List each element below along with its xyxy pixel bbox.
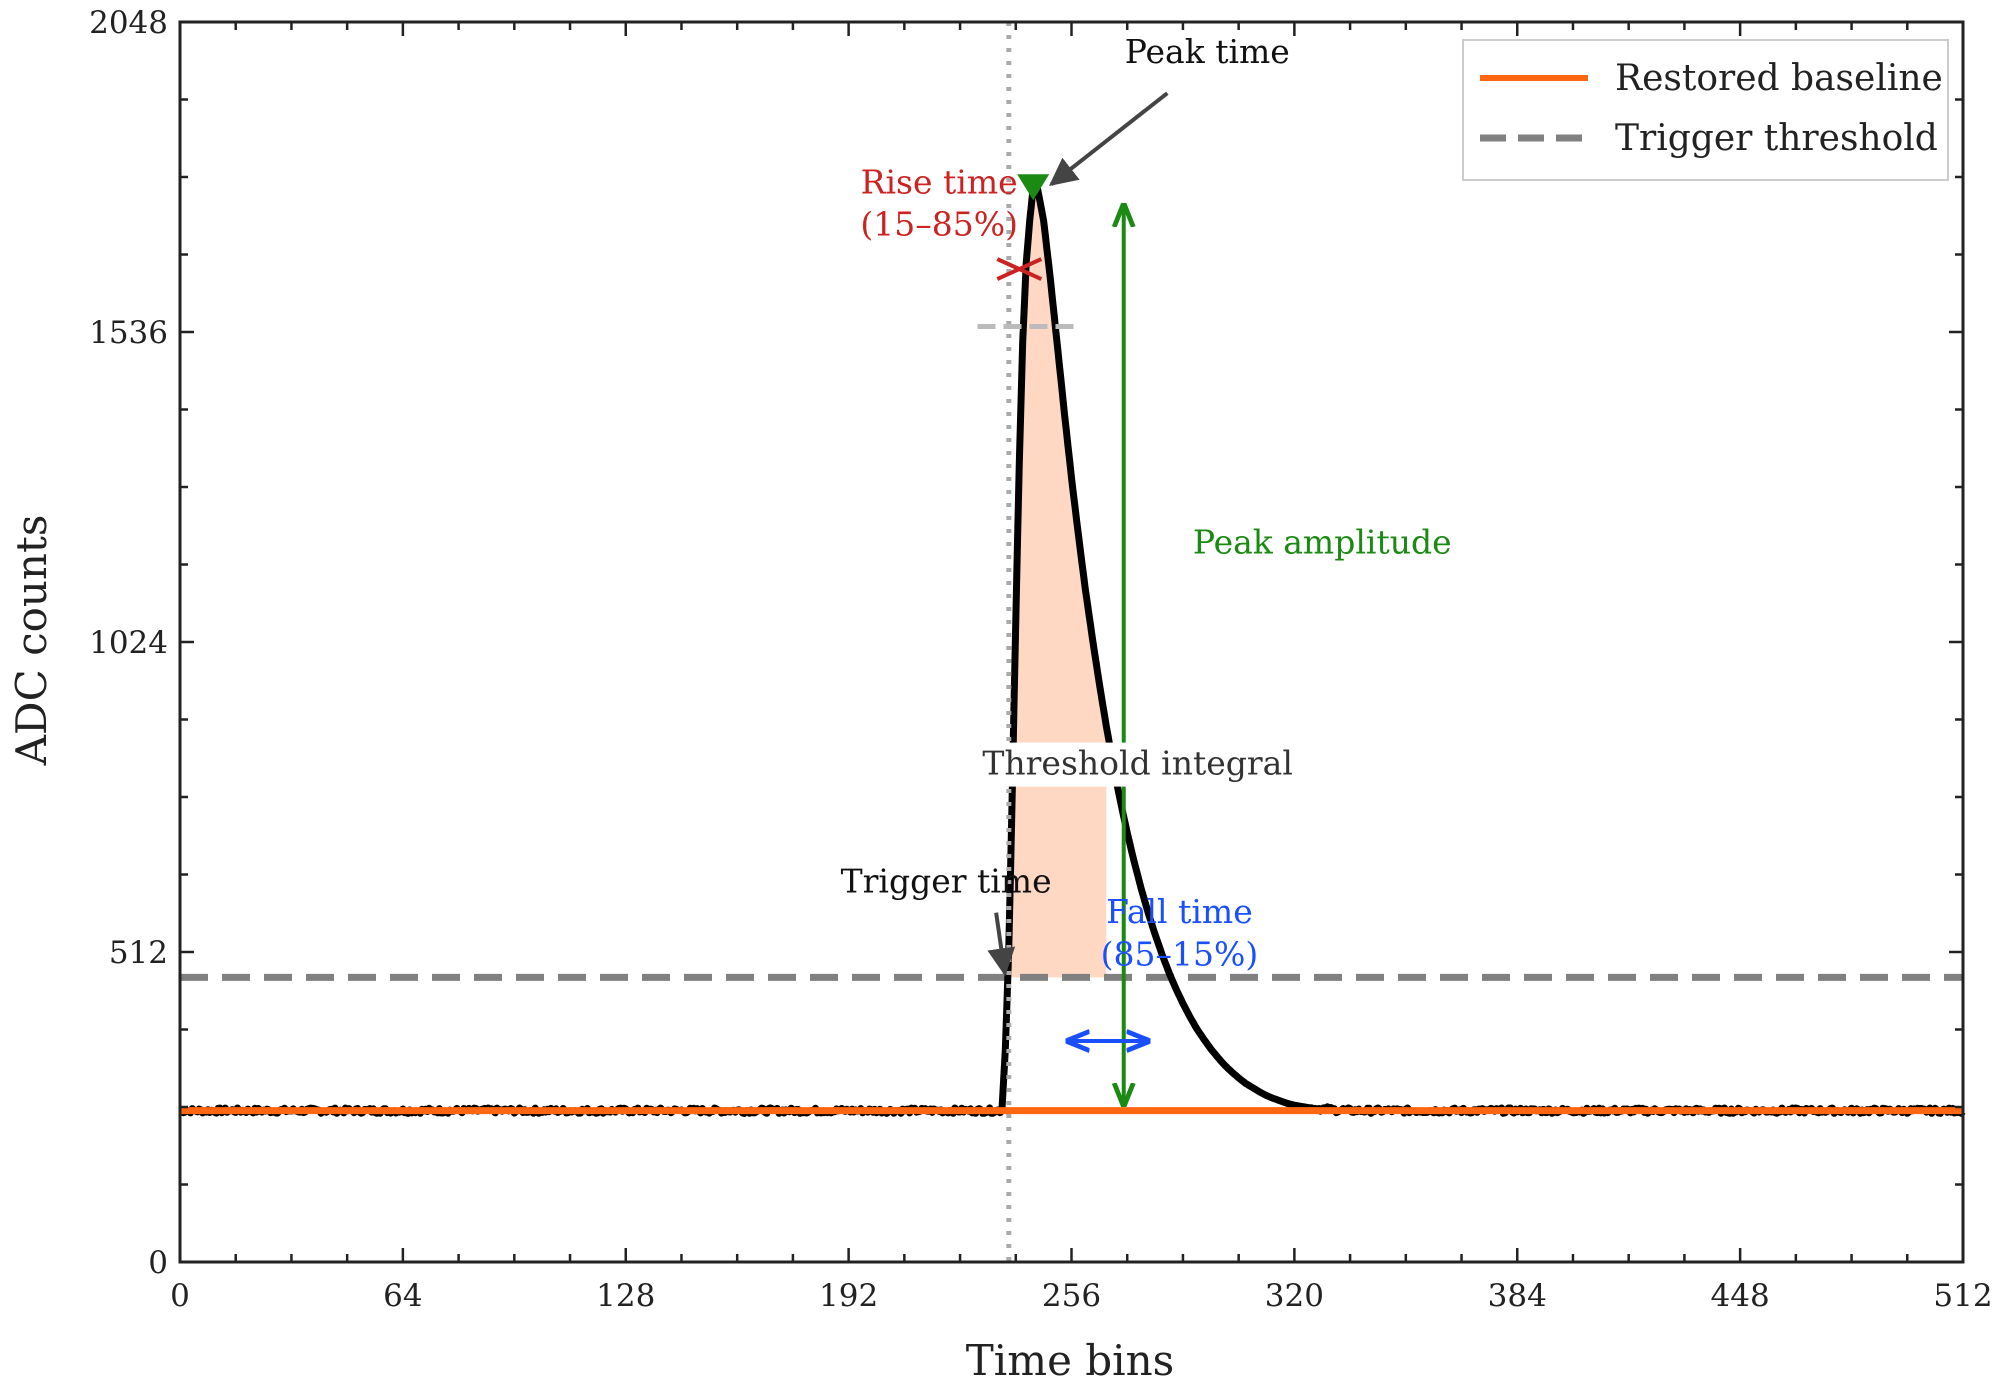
peak-amplitude-label: Peak amplitude bbox=[1193, 523, 1452, 562]
peak-time-label: Peak time bbox=[1125, 32, 1290, 71]
plot-area: Rise time (15–85%) Peak amplitude Fall time… bbox=[89, 5, 1992, 1314]
rise-time-range: (15–85%) bbox=[860, 205, 1018, 244]
x-tick-label: 448 bbox=[1711, 1278, 1770, 1314]
legend-threshold-label: Trigger threshold bbox=[1615, 118, 1938, 159]
x-tick-label: 384 bbox=[1488, 1278, 1547, 1314]
y-tick-label: 512 bbox=[109, 935, 168, 971]
x-axis-title: Time bins bbox=[966, 1336, 1174, 1385]
rise-time-label: Rise time bbox=[861, 162, 1018, 201]
peak-time-arrow bbox=[1048, 91, 1169, 186]
trigger-time-arrow bbox=[987, 912, 1016, 977]
x-tick-label: 192 bbox=[819, 1278, 878, 1314]
threshold-integral-label: Threshold integral bbox=[982, 744, 1293, 783]
legend-box bbox=[1462, 39, 1949, 181]
rise-time-marker bbox=[996, 257, 1043, 281]
fall-time-label: Fall time bbox=[1106, 892, 1253, 931]
x-tick-label: 256 bbox=[1042, 1278, 1101, 1314]
fall-time-range: (85–15%) bbox=[1101, 934, 1259, 973]
peak-marker bbox=[1017, 174, 1050, 201]
y-tick-label: 1024 bbox=[89, 625, 168, 661]
x-tick-label: 512 bbox=[1933, 1278, 1992, 1314]
y-tick-label: 0 bbox=[148, 1245, 168, 1281]
y-axis-title: ADC counts bbox=[7, 515, 56, 767]
trigger-time-label: Trigger time bbox=[841, 862, 1052, 901]
y-tick-label: 2048 bbox=[89, 5, 168, 41]
x-tick-label: 128 bbox=[596, 1278, 655, 1314]
legend: Restored baseline Trigger threshold bbox=[1462, 39, 1949, 181]
threshold-integral-label-bg bbox=[967, 742, 1308, 787]
y-tick-label: 1536 bbox=[89, 315, 168, 351]
legend-baseline-label: Restored baseline bbox=[1615, 58, 1943, 99]
x-tick-label: 320 bbox=[1265, 1278, 1324, 1314]
x-tick-label: 0 bbox=[170, 1278, 190, 1314]
x-tick-label: 64 bbox=[383, 1278, 422, 1314]
